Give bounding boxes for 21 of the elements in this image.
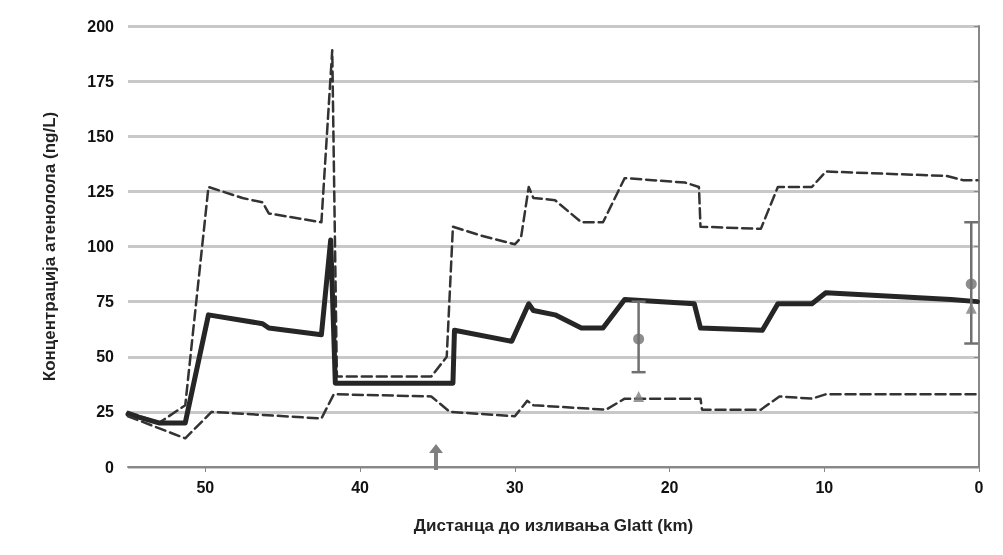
y-tick-label: 0 xyxy=(105,458,115,476)
x-tick-label: 0 xyxy=(974,478,984,496)
point xyxy=(633,390,645,402)
y-tick-label: 200 xyxy=(87,17,115,35)
y-tick-label: 150 xyxy=(87,127,115,145)
point xyxy=(965,278,977,290)
x-tick-label: 10 xyxy=(815,478,834,496)
x-axis-title: Дистанца до изливања Glatt (km) xyxy=(413,516,694,535)
y-tick-label: 25 xyxy=(96,403,115,421)
point xyxy=(633,333,645,345)
y-tick-label: 50 xyxy=(96,348,115,366)
x-tick-label: 20 xyxy=(660,478,679,496)
y-tick-label: 100 xyxy=(87,238,115,255)
y-tick-label: 75 xyxy=(96,293,115,311)
x-tick-label: 40 xyxy=(351,478,370,496)
y-tick-label: 125 xyxy=(87,182,115,200)
point xyxy=(965,302,977,314)
y-tick-label: 175 xyxy=(87,72,115,90)
x-tick-label: 50 xyxy=(196,478,215,496)
y-axis-title: Концентрација атенолола (ng/L) xyxy=(40,111,59,382)
x-tick-label: 30 xyxy=(505,478,524,496)
